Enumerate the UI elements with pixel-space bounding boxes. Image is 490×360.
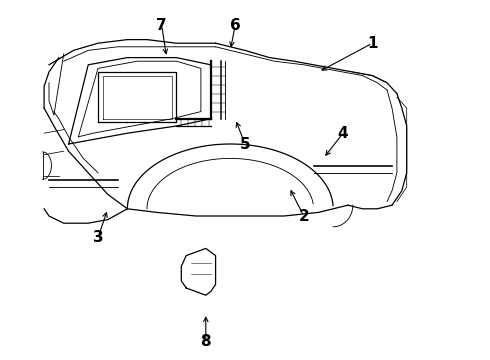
Text: 6: 6 (230, 18, 241, 33)
Text: 8: 8 (200, 334, 211, 350)
Text: 3: 3 (93, 230, 103, 245)
Text: 4: 4 (338, 126, 348, 141)
Text: 2: 2 (298, 208, 309, 224)
Text: 1: 1 (367, 36, 378, 51)
Text: 5: 5 (240, 136, 250, 152)
Text: 7: 7 (156, 18, 167, 33)
